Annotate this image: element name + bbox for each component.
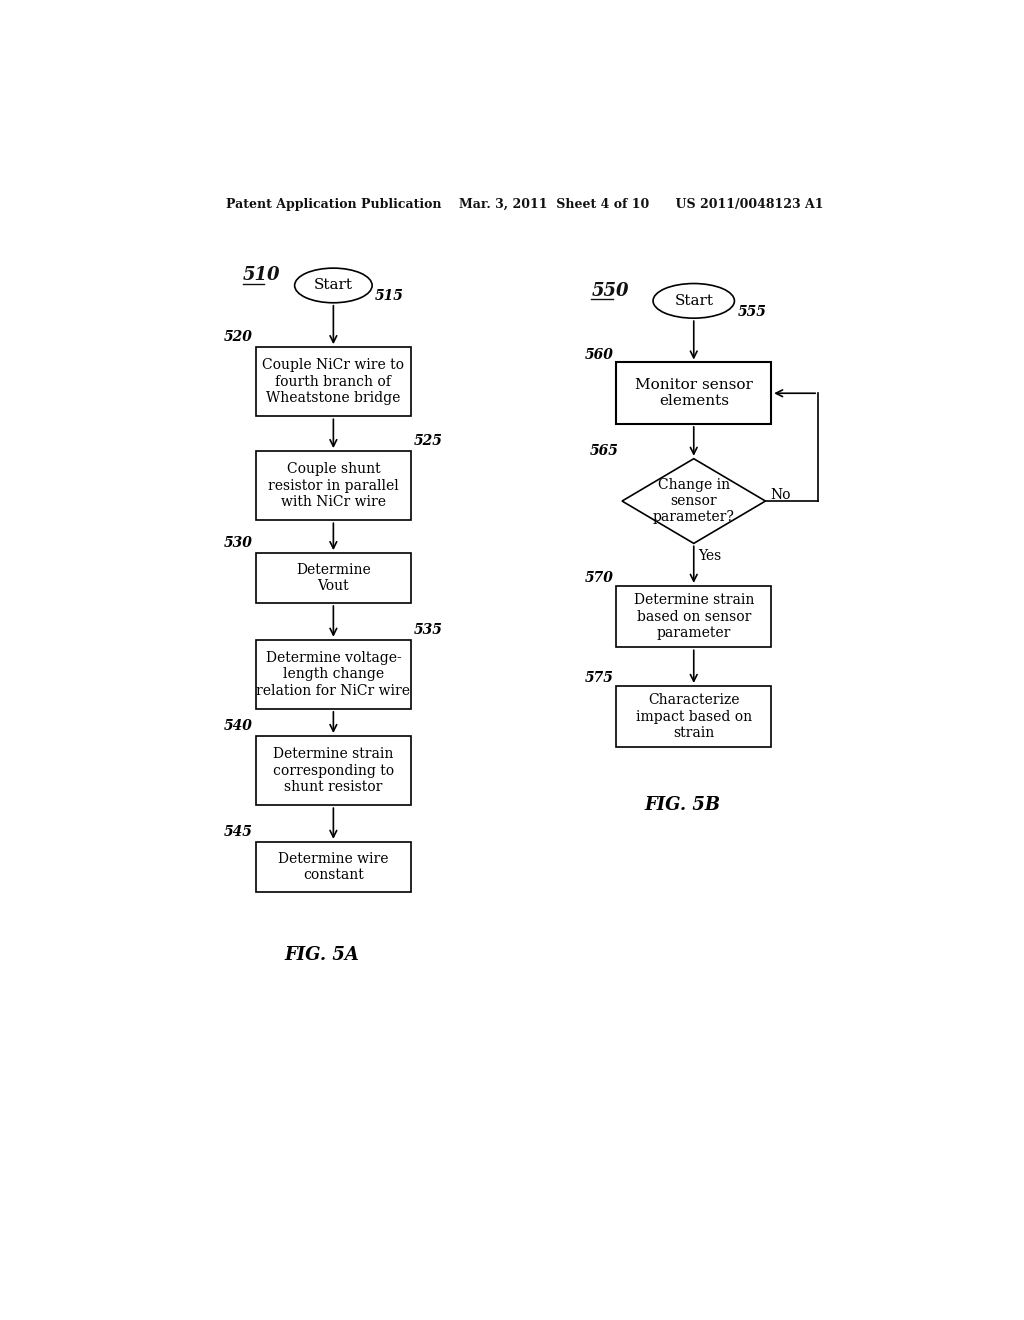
Text: Monitor sensor
elements: Monitor sensor elements — [635, 378, 753, 408]
Text: 510: 510 — [243, 267, 281, 284]
Text: 515: 515 — [375, 289, 404, 304]
Text: 525: 525 — [414, 434, 442, 447]
Ellipse shape — [653, 284, 734, 318]
Text: FIG. 5B: FIG. 5B — [644, 796, 720, 814]
Text: No: No — [770, 488, 791, 502]
Text: 535: 535 — [414, 623, 442, 636]
FancyBboxPatch shape — [256, 640, 411, 709]
FancyBboxPatch shape — [616, 586, 771, 647]
Text: Characterize
impact based on
strain: Characterize impact based on strain — [636, 693, 752, 739]
FancyBboxPatch shape — [256, 451, 411, 520]
Text: Yes: Yes — [698, 549, 722, 562]
Text: 540: 540 — [224, 719, 253, 733]
Text: 575: 575 — [585, 671, 613, 685]
Text: 560: 560 — [585, 347, 613, 362]
Text: Determine strain
corresponding to
shunt resistor: Determine strain corresponding to shunt … — [272, 747, 394, 793]
Text: Start: Start — [674, 294, 714, 308]
Text: Determine
Vout: Determine Vout — [296, 562, 371, 593]
Text: 520: 520 — [224, 330, 253, 345]
Text: Determine strain
based on sensor
parameter: Determine strain based on sensor paramet… — [634, 594, 754, 640]
Text: Determine voltage-
length change
relation for NiCr wire: Determine voltage- length change relatio… — [256, 651, 411, 697]
Text: Patent Application Publication    Mar. 3, 2011  Sheet 4 of 10      US 2011/00481: Patent Application Publication Mar. 3, 2… — [226, 198, 823, 211]
Text: 570: 570 — [585, 572, 613, 585]
Text: Couple NiCr wire to
fourth branch of
Wheatstone bridge: Couple NiCr wire to fourth branch of Whe… — [262, 359, 404, 405]
Text: 530: 530 — [224, 536, 253, 550]
FancyBboxPatch shape — [256, 347, 411, 416]
Text: 565: 565 — [590, 444, 618, 458]
FancyBboxPatch shape — [256, 737, 411, 805]
Ellipse shape — [295, 268, 372, 302]
Text: 550: 550 — [592, 282, 629, 300]
FancyBboxPatch shape — [256, 842, 411, 892]
Text: Couple shunt
resistor in parallel
with NiCr wire: Couple shunt resistor in parallel with N… — [268, 462, 398, 508]
Text: Change in
sensor
parameter?: Change in sensor parameter? — [653, 478, 734, 524]
FancyBboxPatch shape — [616, 363, 771, 424]
FancyBboxPatch shape — [256, 553, 411, 603]
Text: 545: 545 — [224, 825, 253, 838]
Text: FIG. 5A: FIG. 5A — [285, 946, 359, 965]
Text: Start: Start — [314, 279, 353, 293]
FancyBboxPatch shape — [616, 686, 771, 747]
Text: Determine wire
constant: Determine wire constant — [279, 851, 389, 882]
Polygon shape — [622, 459, 765, 544]
Text: 555: 555 — [737, 305, 766, 318]
